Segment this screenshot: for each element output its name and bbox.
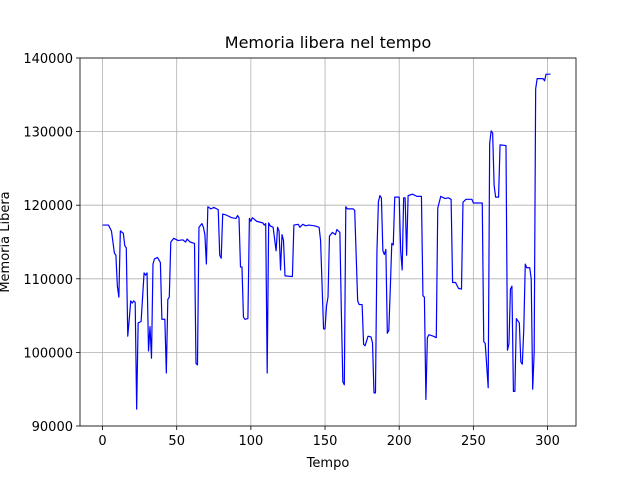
- y-tick-label: 110000: [23, 273, 73, 288]
- y-tick-label: 130000: [23, 126, 73, 141]
- plot-frame: [79, 57, 577, 427]
- y-tick-label: 100000: [23, 346, 73, 361]
- x-tick-label: 250: [461, 434, 486, 449]
- y-axis-label: Memoria Libera: [0, 191, 13, 292]
- y-tick-label: 140000: [23, 52, 73, 67]
- x-tick-label: 300: [535, 434, 560, 449]
- y-tick-label: 120000: [23, 199, 73, 214]
- x-tick-label: 200: [387, 434, 412, 449]
- y-tick-label: 90000: [32, 420, 73, 435]
- x-tick-label: 0: [98, 434, 106, 449]
- x-tick-label: 50: [168, 434, 185, 449]
- x-tick-label: 100: [238, 434, 263, 449]
- chart-title: Memoria libera nel tempo: [225, 33, 431, 52]
- data-line: [102, 73, 551, 410]
- x-axis-label: Tempo: [306, 456, 350, 471]
- x-tick-label: 150: [313, 434, 338, 449]
